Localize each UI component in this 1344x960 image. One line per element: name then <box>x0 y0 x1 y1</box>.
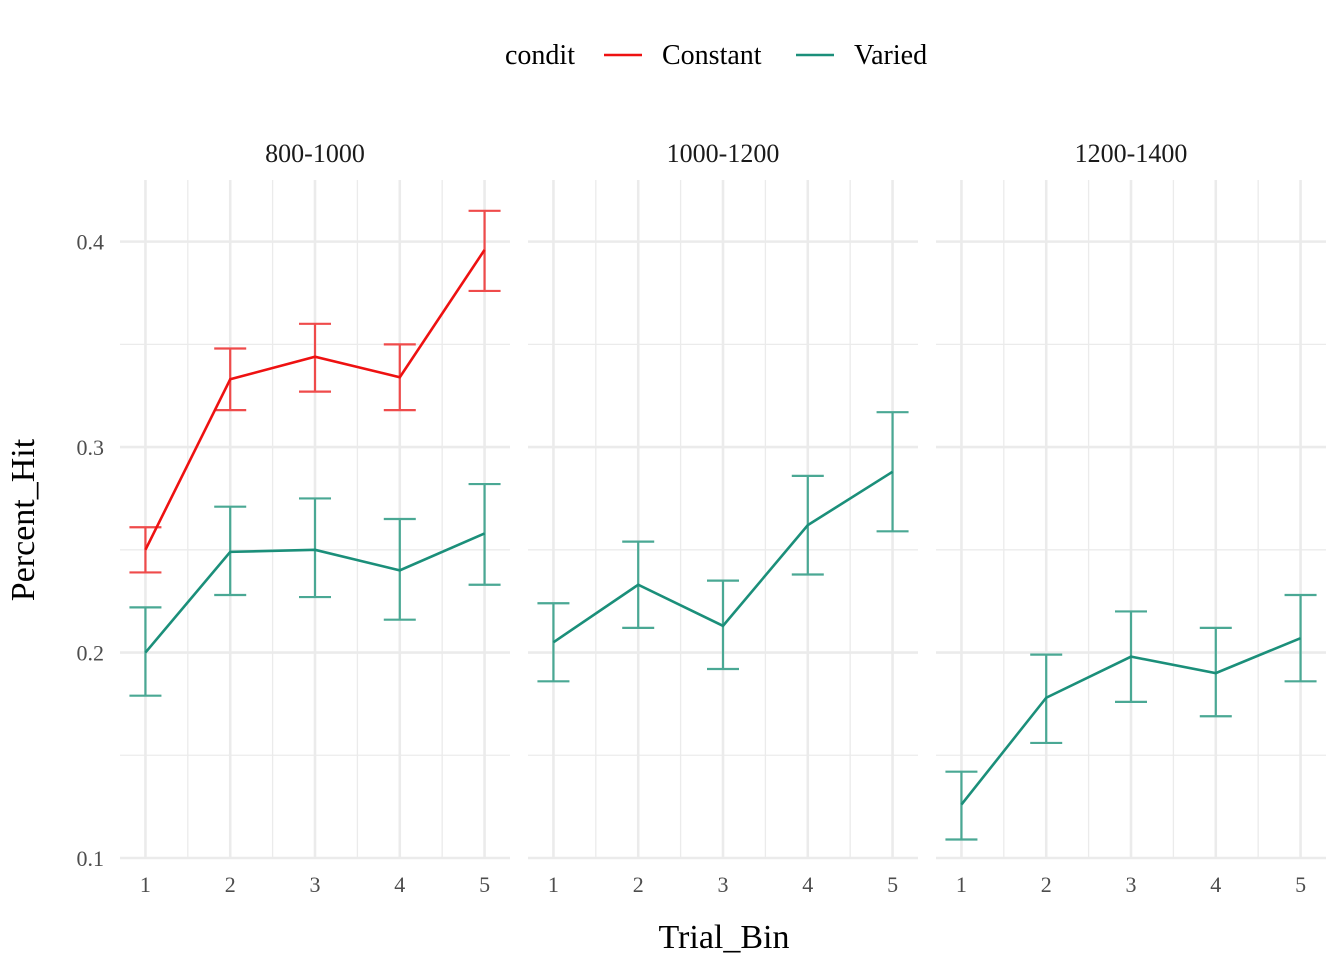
x-tick-label: 2 <box>225 872 236 897</box>
tick-layer: 1 2 3 4 5 1 2 3 4 5 1 2 3 4 5 0.1 0.2 0.3 0.4 <box>77 230 1307 897</box>
x-tick-label: 3 <box>1126 872 1137 897</box>
facet-strip-labels: 800-1000 1000-1200 1200-1400 <box>265 139 1187 168</box>
x-tick-label: 4 <box>1210 872 1221 897</box>
x-tick-label: 5 <box>1295 872 1306 897</box>
data-layer <box>129 209 1317 841</box>
y-axis-title: Percent_Hit <box>5 438 42 601</box>
y-tick-label: 0.4 <box>77 230 105 255</box>
legend-label-constant: Constant <box>662 40 762 71</box>
facet-strip-label: 1200-1400 <box>1075 139 1188 168</box>
facet-strip-label: 1000-1200 <box>667 139 780 168</box>
y-tick-label: 0.3 <box>77 435 105 460</box>
series-constant-facet-800-1000 <box>129 209 501 574</box>
series-varied-facet-1000-1200 <box>537 411 909 683</box>
grid-layer <box>120 180 1326 860</box>
x-tick-label: 2 <box>633 872 644 897</box>
x-tick-label: 4 <box>802 872 813 897</box>
x-tick-label: 5 <box>887 872 898 897</box>
series-varied-facet-1200-1400 <box>945 593 1317 841</box>
series-varied-facet-800-1000 <box>129 482 501 697</box>
legend: condit Constant Varied <box>505 40 927 71</box>
x-tick-label: 4 <box>394 872 405 897</box>
error-bar <box>945 770 978 841</box>
x-tick-label: 5 <box>479 872 490 897</box>
legend-title: condit <box>505 40 575 71</box>
x-tick-label: 1 <box>548 872 559 897</box>
x-tick-label: 1 <box>140 872 151 897</box>
x-tick-label: 3 <box>718 872 729 897</box>
x-tick-label: 1 <box>956 872 967 897</box>
error-bar <box>299 497 331 599</box>
x-tick-label: 2 <box>1041 872 1052 897</box>
x-axis-title: Trial_Bin <box>658 919 789 956</box>
facet-strip-label: 800-1000 <box>265 139 365 168</box>
x-tick-label: 3 <box>310 872 321 897</box>
legend-label-varied: Varied <box>854 40 927 71</box>
y-tick-label: 0.1 <box>77 846 105 871</box>
y-tick-label: 0.2 <box>77 641 105 666</box>
